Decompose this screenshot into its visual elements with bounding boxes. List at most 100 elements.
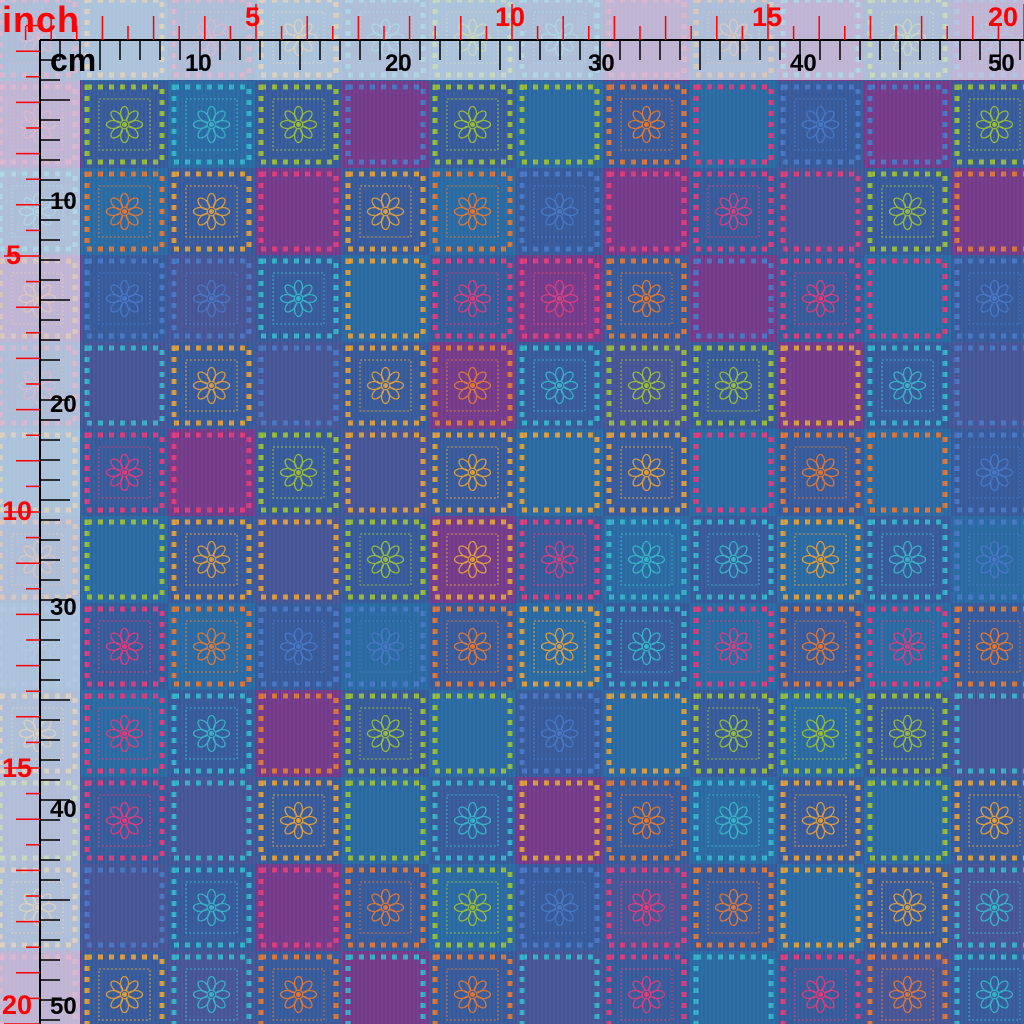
fabric-tile (603, 777, 690, 864)
flower-petal (736, 728, 753, 739)
flower-petal (734, 806, 748, 820)
flower-petal (212, 893, 226, 907)
flower-petal (284, 125, 298, 139)
flower-petal (110, 299, 124, 313)
flower-petal (560, 734, 574, 748)
fabric-tile (429, 81, 516, 168)
fabric-tile (342, 81, 429, 168)
flower-petal (301, 641, 318, 652)
fabric-tile (255, 429, 342, 516)
flower-petal (293, 127, 304, 144)
flower-petal (823, 293, 840, 304)
flower-petal (719, 719, 733, 733)
flower-petal (301, 119, 318, 130)
flower-petal (989, 475, 1000, 492)
flower-petal (821, 110, 835, 124)
fabric-tile (168, 951, 255, 1024)
flower-petal (119, 301, 130, 318)
flower-petal (554, 301, 565, 318)
flower-petal (989, 453, 1000, 470)
flower-petal (815, 627, 826, 644)
flower-petal (105, 728, 122, 739)
flower-petal (893, 545, 907, 559)
fabric-tile (255, 777, 342, 864)
flower-petal (388, 380, 405, 391)
flower-petal (734, 821, 748, 835)
flower-petal (380, 388, 391, 405)
flower-petal (206, 192, 217, 209)
flower-petal (908, 734, 922, 748)
flower-petal (119, 475, 130, 492)
flower-petal (975, 119, 992, 130)
flower-petal (902, 388, 913, 405)
flower-petal (458, 893, 472, 907)
flower-petal (893, 386, 907, 400)
flower-petal (545, 197, 559, 211)
fabric-tile (81, 690, 168, 777)
flower-petal (554, 714, 565, 731)
flower-petal (473, 197, 487, 211)
flower-petal (212, 212, 226, 226)
flower-petal (284, 632, 298, 646)
flower-petal (627, 902, 644, 913)
flower-petal (632, 908, 646, 922)
fabric-tile (81, 603, 168, 690)
flower-petal (647, 821, 661, 835)
fabric-tile (429, 690, 516, 777)
fabric-tile (603, 342, 690, 429)
flower-petal (821, 632, 835, 646)
flower-petal (380, 714, 391, 731)
fabric-tile (342, 342, 429, 429)
fabric-tile (255, 603, 342, 690)
flower-petal (821, 458, 835, 472)
fabric-tile (951, 516, 1024, 603)
flower-petal (197, 386, 211, 400)
flower-petal (299, 995, 313, 1009)
flower-petal (728, 366, 739, 383)
flower-petal (734, 719, 748, 733)
top-inch-number: 5 (245, 2, 261, 32)
flower-petal (560, 299, 574, 313)
flower-petal (815, 127, 826, 144)
flower-petal (554, 649, 565, 666)
flower-petal (458, 299, 472, 313)
flower-petal (386, 719, 400, 733)
flower-petal (734, 734, 748, 748)
fabric-tile (81, 168, 168, 255)
flower-petal (475, 554, 492, 565)
flower-petal (815, 823, 826, 840)
flower-petal (902, 627, 913, 644)
flower-petal (458, 545, 472, 559)
flower-petal (192, 728, 209, 739)
flower-petal (632, 632, 646, 646)
flower-petal (371, 893, 385, 907)
flower-petal (279, 815, 296, 826)
flower-petal (649, 554, 666, 565)
flower-petal (127, 728, 144, 739)
flower-petal (902, 736, 913, 753)
flower-petal (893, 734, 907, 748)
flower-petal (815, 301, 826, 318)
fabric-tile (516, 255, 603, 342)
fabric-tile (516, 342, 603, 429)
flower-petal (632, 806, 646, 820)
flower-petal (995, 125, 1009, 139)
flower-petal (989, 823, 1000, 840)
fabric-tile (603, 255, 690, 342)
flower-petal (806, 995, 820, 1009)
fabric-tile (255, 255, 342, 342)
flower-petal (888, 380, 905, 391)
left-inch-number: 15 (2, 753, 33, 783)
flower-petal (473, 560, 487, 574)
flower-petal (119, 975, 130, 992)
flower-petal (127, 293, 144, 304)
flower-petal (980, 995, 994, 1009)
flower-petal (473, 386, 487, 400)
flower-petal (540, 206, 557, 217)
top-cm-number: 10 (185, 50, 212, 77)
flower-petal (453, 641, 470, 652)
flower-petal (995, 893, 1009, 907)
flower-petal (562, 641, 579, 652)
fabric-tile (429, 255, 516, 342)
flower-petal (821, 560, 835, 574)
